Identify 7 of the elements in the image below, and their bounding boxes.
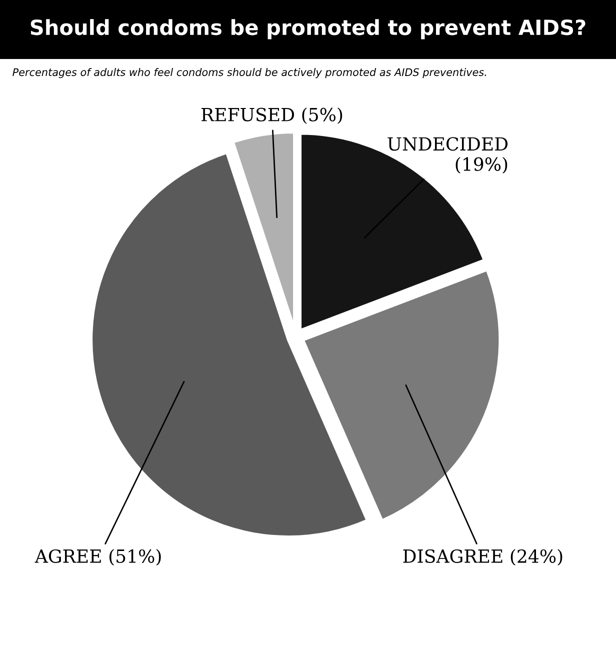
slice-label: REFUSED (5%) [202, 107, 342, 124]
chart-title: Should condoms be promoted to prevent AIDS? [30, 19, 586, 40]
slice-label: AGREE (51%) [34, 548, 161, 566]
slice-label: DISAGREE (24%) [403, 548, 562, 566]
text: Percentages of adults who feel condoms should be actively promoted as AIDS preventives. [12, 68, 486, 78]
slice-label: UNDECIDED [388, 137, 508, 151]
data-label: (19%) [456, 156, 508, 174]
